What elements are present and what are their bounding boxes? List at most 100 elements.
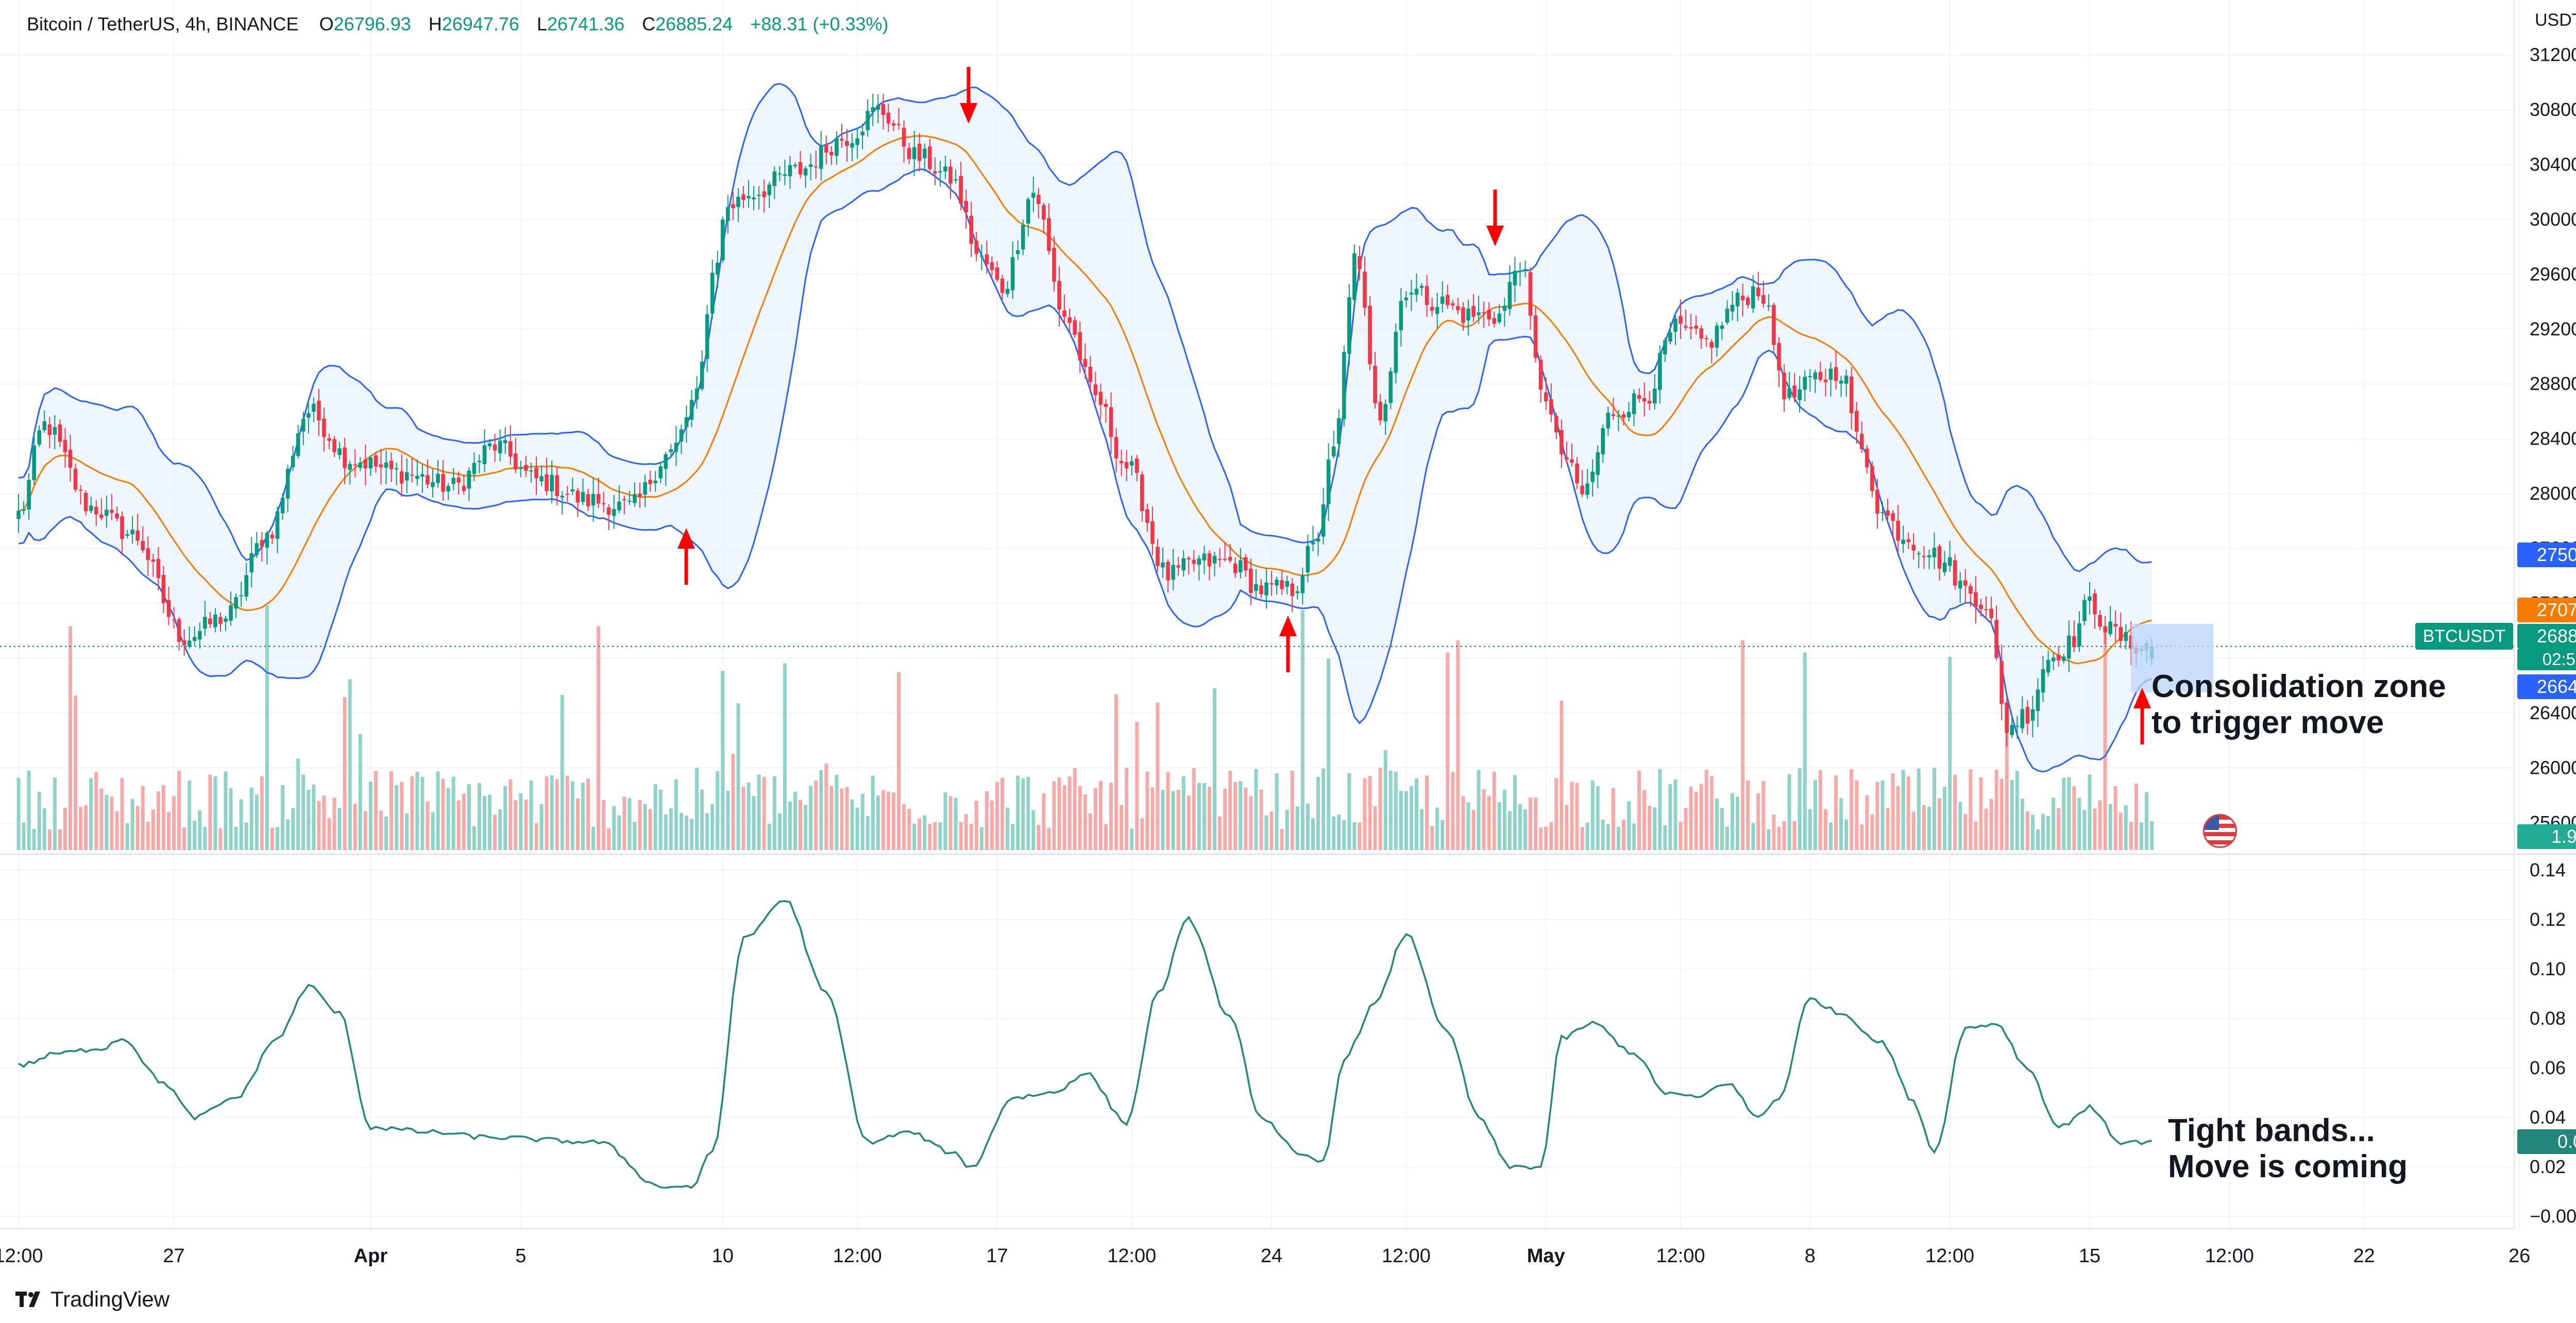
price-tick-label: 28400.00 <box>2530 428 2576 449</box>
lower-band-badge: 26648.21 <box>2517 674 2576 699</box>
candle-body <box>482 445 487 464</box>
volume-bar <box>358 734 362 850</box>
candle-body <box>172 619 176 621</box>
candle-body <box>99 514 104 518</box>
volume-bar <box>565 775 569 850</box>
volume-bar <box>628 798 632 850</box>
candle-body <box>736 197 740 207</box>
volume-bar <box>353 803 357 850</box>
candle-body <box>68 449 73 468</box>
candle-body <box>125 534 129 536</box>
candle-body <box>1228 557 1232 561</box>
volume-bar <box>79 807 83 850</box>
volume-bar <box>1736 796 1740 850</box>
candle-body <box>1316 538 1320 542</box>
annotation-tight-bands: Tight bands... Move is coming <box>2168 1113 2408 1184</box>
volume-bar <box>301 774 306 850</box>
candle-body <box>1254 584 1258 591</box>
candle-body <box>1358 256 1362 269</box>
volume-bar <box>710 804 715 850</box>
volume-bar <box>1808 809 1812 850</box>
volume-bar <box>415 772 419 850</box>
candle-body <box>22 509 26 511</box>
candle-body <box>1860 434 1864 449</box>
volume-bar <box>855 807 859 850</box>
volume-bar <box>1093 788 1097 850</box>
candle-body <box>581 491 585 502</box>
candle-body <box>94 506 98 515</box>
volume-bar <box>1554 778 1558 850</box>
candle-body <box>1560 430 1564 455</box>
candle-body <box>1285 581 1290 587</box>
volume-bar <box>213 776 217 850</box>
volume-bar <box>16 777 21 850</box>
volume-bar <box>617 815 621 850</box>
candle-body <box>1156 547 1160 566</box>
candle-body <box>431 482 435 487</box>
candle-body <box>705 314 709 359</box>
volume-bar <box>747 782 751 850</box>
candle-body <box>1518 270 1522 272</box>
volume-bar <box>762 776 766 850</box>
volume-bar <box>575 798 580 850</box>
volume-bar <box>42 808 46 850</box>
volume-bar <box>1906 776 1910 850</box>
volume-bar <box>1254 769 1258 850</box>
candle-body <box>1689 327 1693 329</box>
volume-bar <box>1347 773 1351 850</box>
volume-bar <box>1580 827 1584 850</box>
volume-bar <box>2140 822 2143 850</box>
volume-bar <box>307 790 311 850</box>
volume-bar <box>979 827 984 850</box>
candle-body <box>539 476 544 482</box>
candle-body <box>1896 520 1900 541</box>
candle-body <box>1673 318 1677 332</box>
volume-bar <box>933 822 937 850</box>
volume-bar <box>488 794 492 850</box>
candle-body <box>860 131 865 135</box>
volume-bar <box>1181 776 1185 850</box>
candle-body <box>835 138 839 156</box>
candle-body <box>1067 317 1072 323</box>
candle-body <box>2082 600 2087 621</box>
candle-body <box>1336 418 1341 444</box>
volume-bar <box>1860 824 1864 850</box>
volume-bar <box>1896 786 1900 850</box>
candle-body <box>1751 286 1755 309</box>
price-tick-label: 30800.00 <box>2530 99 2576 120</box>
candle-body <box>353 464 358 466</box>
volume-bar <box>1850 769 1854 850</box>
candle-body <box>840 139 844 141</box>
candle-body <box>1865 448 1869 468</box>
volume-bar <box>1855 780 1859 850</box>
candle-body <box>1849 377 1854 414</box>
candle-body <box>1083 359 1088 367</box>
candle-body <box>1554 416 1558 433</box>
us-flag-icon[interactable] <box>2203 814 2237 848</box>
volume-bar <box>2067 777 2071 850</box>
symbol-title: Bitcoin / TetherUS, 4h, BINANCE <box>27 13 299 35</box>
volume-bar <box>2036 829 2040 850</box>
tradingview-brand[interactable]: TradingView <box>15 1287 170 1312</box>
candle-body <box>1999 660 2004 704</box>
candle-body <box>1187 558 1191 559</box>
candle-body <box>1580 485 1584 495</box>
volume-bar <box>1409 786 1413 850</box>
volume-bar <box>897 672 901 850</box>
candle-body <box>1430 307 1434 311</box>
candle-body <box>575 490 580 503</box>
volume-bar <box>1673 779 1677 850</box>
candle-body <box>1145 509 1149 523</box>
candle-body <box>1767 306 1771 307</box>
volume-bar <box>1969 769 1973 850</box>
candle-body <box>239 595 243 597</box>
candle-body <box>456 478 461 483</box>
volume-bar <box>1875 782 1879 850</box>
candle-body <box>1947 557 1952 566</box>
candle-body <box>1596 452 1600 475</box>
volume-bar <box>1642 790 1647 850</box>
volume-bar <box>1507 811 1512 850</box>
volume-bar <box>581 783 585 850</box>
candle-body <box>2056 655 2061 661</box>
